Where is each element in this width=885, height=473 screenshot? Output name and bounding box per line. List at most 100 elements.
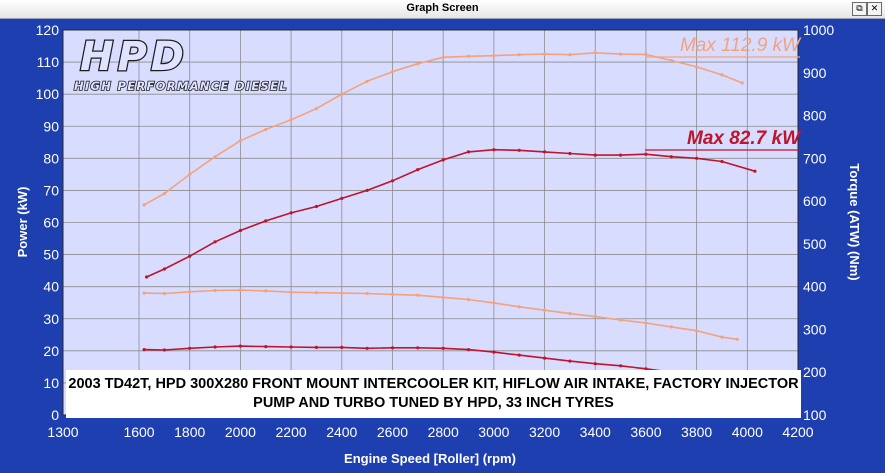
y-tick-label: 50 xyxy=(43,247,59,263)
max-annotations: Max 112.9 kW Max 82.7 kW xyxy=(645,35,802,151)
x-tick-label: 2600 xyxy=(377,424,408,440)
data-point-torque-tuned xyxy=(340,291,344,295)
data-point-power-stock xyxy=(416,168,420,172)
data-point-power-tuned xyxy=(264,127,268,132)
data-point-power-tuned xyxy=(238,139,242,143)
y-tick-label: 20 xyxy=(43,343,59,359)
y2-tick-label: 900 xyxy=(803,65,827,81)
data-point-torque-stock xyxy=(365,346,369,350)
data-point-torque-tuned xyxy=(365,291,369,296)
y-tick-label: 90 xyxy=(43,118,59,134)
data-point-torque-stock xyxy=(492,350,496,354)
data-point-torque-stock xyxy=(314,345,318,349)
y-tick-label: 60 xyxy=(43,215,59,231)
data-point-torque-tuned xyxy=(441,295,445,299)
y2-tick-label: 300 xyxy=(803,321,827,337)
x-tick-label: 1800 xyxy=(174,424,205,440)
x-tick-label: 3600 xyxy=(630,424,661,440)
y2-axis-label: Torque (ATW) (Nm) xyxy=(847,163,862,280)
x-tick-label: 2800 xyxy=(428,424,459,440)
data-point-torque-stock xyxy=(188,346,192,350)
close-button[interactable]: ✕ xyxy=(867,2,882,16)
data-point-torque-stock xyxy=(619,364,623,368)
x-tick-label: 3200 xyxy=(529,424,560,440)
data-point-torque-stock xyxy=(466,348,471,352)
data-point-torque-stock xyxy=(543,356,547,360)
data-point-power-stock xyxy=(162,267,166,271)
data-point-power-tuned xyxy=(289,118,293,122)
y-tick-label: 40 xyxy=(43,279,59,295)
data-point-power-stock xyxy=(466,150,471,154)
x-axis-label: Engine Speed [Roller] (rpm) xyxy=(344,451,516,466)
data-point-power-stock xyxy=(340,196,344,200)
data-point-torque-tuned xyxy=(142,291,146,295)
data-point-torque-stock xyxy=(416,346,420,350)
data-point-power-tuned xyxy=(188,172,192,176)
data-point-torque-tuned xyxy=(568,312,572,316)
data-point-power-tuned xyxy=(669,58,673,63)
data-point-torque-tuned xyxy=(593,315,597,319)
y-axis-ticks: 0 10 20 30 40 50 60 70 80 90 100 110 120 xyxy=(36,22,60,423)
data-point-torque-tuned xyxy=(213,288,217,293)
data-point-power-stock xyxy=(145,275,149,279)
data-point-power-stock xyxy=(644,152,648,156)
test-notes-box: 2003 TD42T, HPD 300X280 FRONT MOUNT INTE… xyxy=(66,370,801,418)
data-point-power-tuned xyxy=(517,53,521,57)
x-tick-label: 2200 xyxy=(276,424,307,440)
y-axis-label: Power (kW) xyxy=(15,187,30,258)
data-point-torque-stock xyxy=(162,348,166,352)
x-tick-label: 2000 xyxy=(225,424,256,440)
y2-tick-label: 800 xyxy=(803,108,827,124)
data-point-power-stock xyxy=(390,179,395,183)
max-label-stock: Max 82.7 kW xyxy=(687,128,802,149)
y2-tick-label: 600 xyxy=(803,193,827,209)
y2-tick-label: 200 xyxy=(803,364,827,380)
data-point-torque-tuned xyxy=(238,288,242,292)
data-point-power-tuned xyxy=(543,52,547,56)
title-bar: Graph Screen ⧉ ✕ xyxy=(0,0,885,19)
x-tick-label: 4200 xyxy=(782,424,813,440)
data-point-power-tuned xyxy=(162,192,166,196)
x-tick-label: 1300 xyxy=(47,424,78,440)
data-point-torque-tuned xyxy=(466,297,471,302)
data-point-power-stock xyxy=(213,240,217,244)
hpd-logo: HPD HIGH PERFORMANCE DIESEL xyxy=(73,33,287,94)
data-point-torque-tuned xyxy=(735,337,739,341)
y2-tick-label: 500 xyxy=(803,236,827,252)
y-tick-label: 0 xyxy=(51,407,59,423)
data-point-torque-stock xyxy=(517,353,521,357)
data-point-power-stock xyxy=(314,204,318,209)
y-tick-label: 120 xyxy=(36,22,60,38)
x-tick-label: 3800 xyxy=(681,424,712,440)
y2-tick-label: 700 xyxy=(803,150,827,166)
data-point-torque-tuned xyxy=(644,321,648,325)
data-point-power-tuned xyxy=(390,70,395,74)
x-tick-label: 3000 xyxy=(478,424,509,440)
x-tick-label: 1600 xyxy=(123,424,154,440)
series-layer xyxy=(142,51,757,374)
data-point-torque-tuned xyxy=(669,325,673,329)
x-tick-label: 4000 xyxy=(732,424,763,440)
data-point-torque-stock xyxy=(644,367,648,371)
restore-button[interactable]: ⧉ xyxy=(852,2,867,16)
torque-curve-stock xyxy=(144,345,672,373)
y2-tick-label: 100 xyxy=(803,407,827,423)
data-point-torque-tuned xyxy=(264,289,268,293)
data-point-power-tuned xyxy=(593,51,597,55)
data-point-power-tuned xyxy=(142,203,146,207)
data-point-power-stock xyxy=(238,228,242,233)
y-tick-label: 30 xyxy=(43,311,59,327)
y-tick-label: 10 xyxy=(43,375,59,391)
y2-tick-label: 400 xyxy=(803,279,827,295)
data-point-torque-stock xyxy=(390,346,395,350)
x-tick-label: 3400 xyxy=(580,424,611,440)
data-point-power-tuned xyxy=(340,92,344,96)
data-point-power-tuned xyxy=(568,53,572,57)
data-point-power-stock xyxy=(543,150,547,154)
data-point-torque-stock xyxy=(568,359,572,363)
data-point-power-tuned xyxy=(441,55,445,59)
logo-brand: HPD xyxy=(80,34,188,80)
data-point-torque-stock xyxy=(340,345,344,349)
data-point-torque-stock xyxy=(213,345,217,349)
